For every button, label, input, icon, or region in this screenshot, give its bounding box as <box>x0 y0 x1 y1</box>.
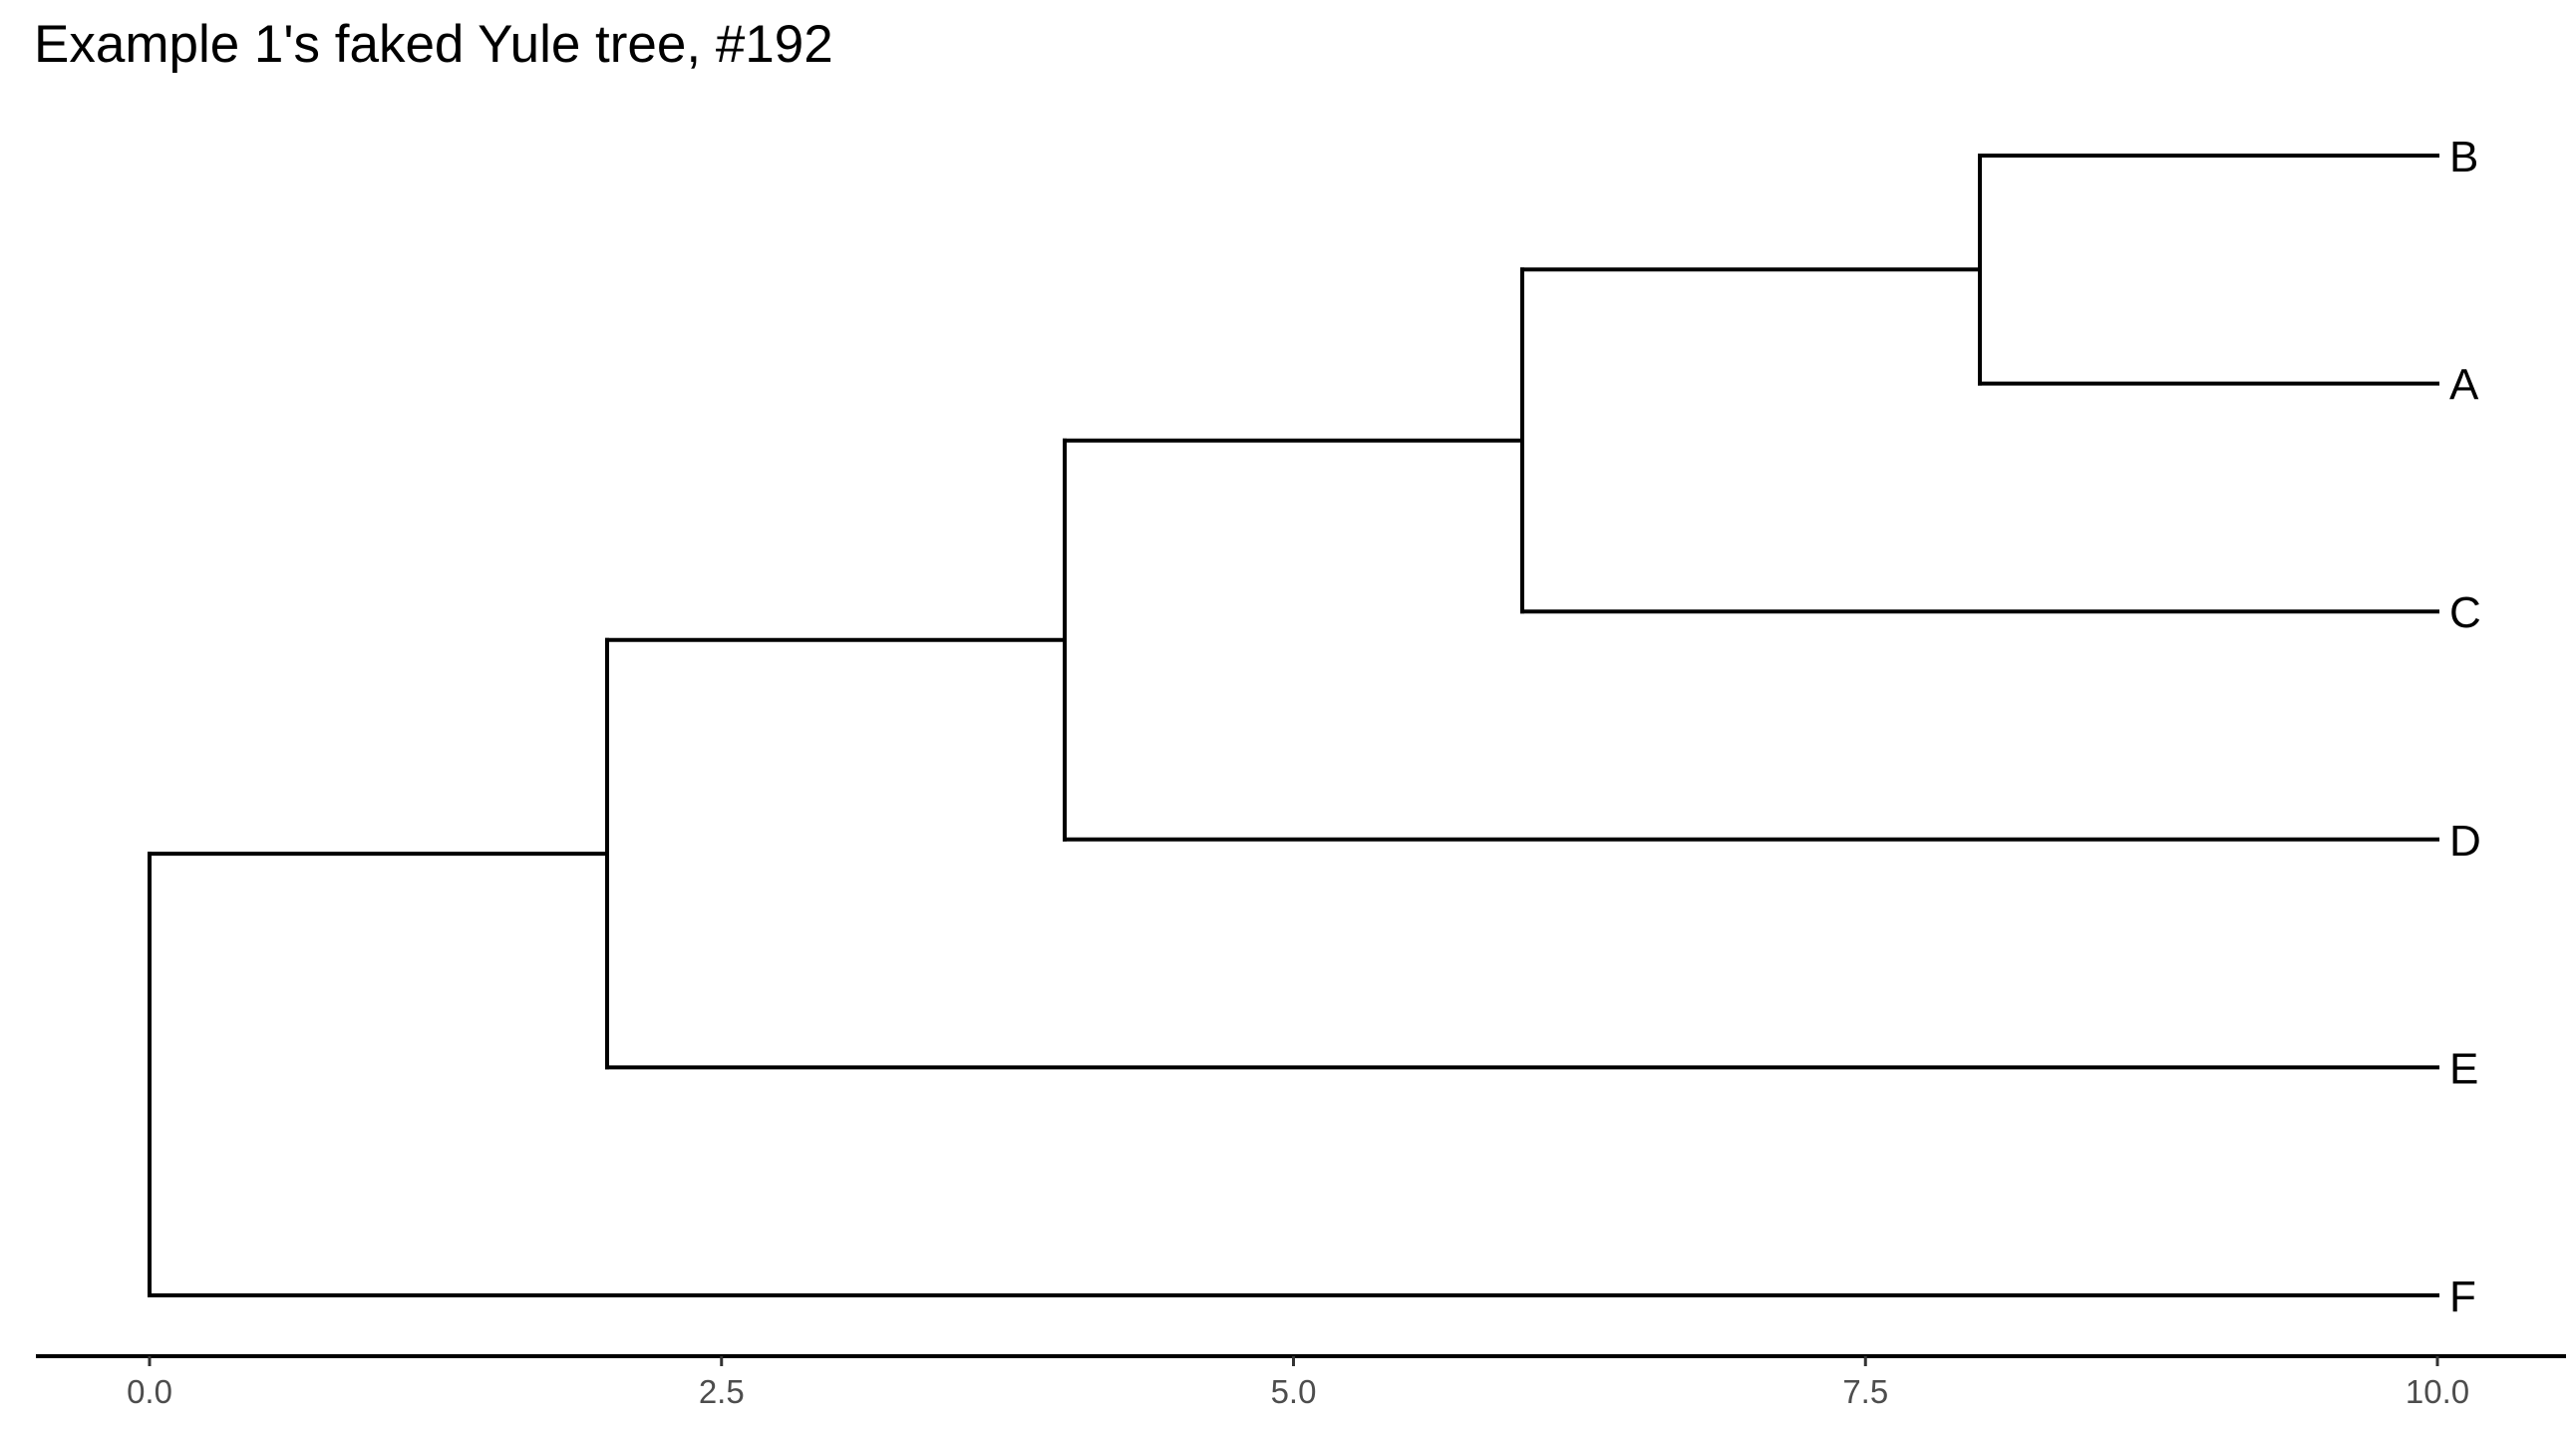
tip-label-B: B <box>2449 133 2478 181</box>
tip-label-A: A <box>2449 361 2479 410</box>
x-tick-label-2.5: 2.5 <box>699 1373 745 1410</box>
tree-branches <box>148 154 2439 1297</box>
x-tick-label-10.0: 10.0 <box>2406 1373 2469 1410</box>
figure-title: Example 1's faked Yule tree, #192 <box>34 15 833 74</box>
x-tick-label-5.0: 5.0 <box>1271 1373 1317 1410</box>
x-tick-label-7.5: 7.5 <box>1842 1373 1888 1410</box>
tip-label-D: D <box>2449 817 2481 866</box>
tip-label-E: E <box>2449 1044 2478 1093</box>
x-tick-label-0.0: 0.0 <box>127 1373 172 1410</box>
tip-label-C: C <box>2449 588 2481 637</box>
tip-labels: B A C D E F <box>2449 133 2481 1321</box>
x-axis: 0.0 2.5 5.0 7.5 10.0 <box>36 1354 2566 1410</box>
tip-label-F: F <box>2449 1272 2476 1321</box>
